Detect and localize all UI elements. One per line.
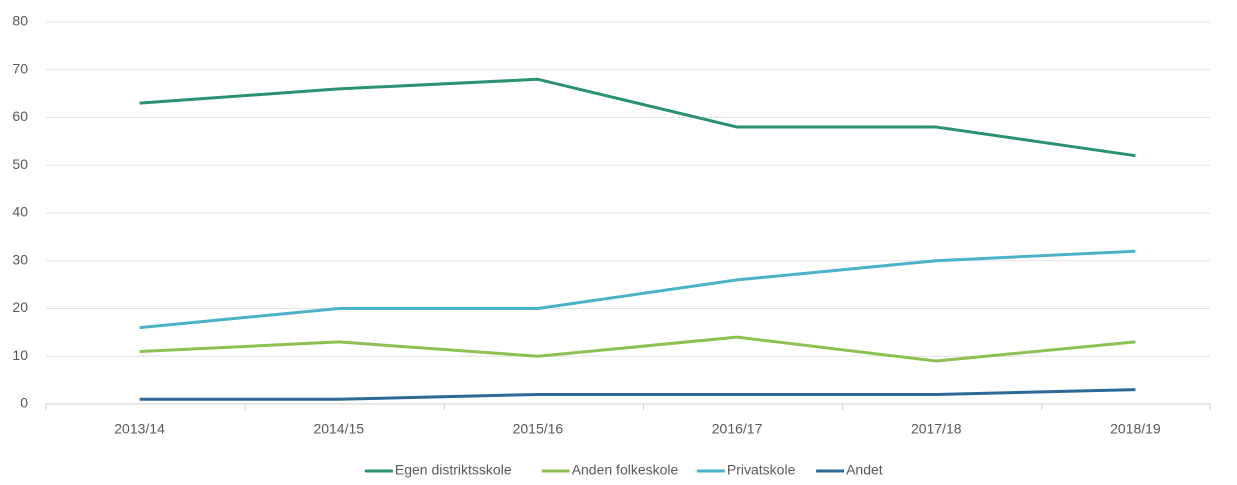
y-tick-label: 60 (12, 108, 28, 124)
legend-label: Privatskole (727, 462, 796, 478)
series-line (139, 249, 1136, 330)
y-tick-label: 40 (12, 204, 28, 220)
legend-label: Andet (846, 462, 883, 478)
x-tick-label: 2013/14 (114, 421, 165, 437)
y-tick-label: 30 (12, 251, 28, 267)
series-line (139, 388, 1136, 401)
y-tick-label: 70 (12, 60, 28, 76)
x-tick-label: 2015/16 (513, 421, 564, 437)
y-tick-label: 50 (12, 156, 28, 172)
y-tick-label: 20 (12, 299, 28, 315)
legend-label: Egen distriktsskole (395, 462, 512, 478)
legend-label: Anden folkeskole (572, 462, 679, 478)
y-tick-label: 0 (20, 395, 28, 411)
series-line (139, 335, 1136, 363)
y-tick-label: 80 (12, 13, 28, 29)
x-tick-label: 2017/18 (911, 421, 962, 437)
x-tick-label: 2016/17 (712, 421, 763, 437)
x-tick-label: 2018/19 (1110, 421, 1161, 437)
y-tick-label: 10 (12, 347, 28, 363)
series-line (139, 77, 1136, 158)
x-tick-label: 2014/15 (313, 421, 364, 437)
